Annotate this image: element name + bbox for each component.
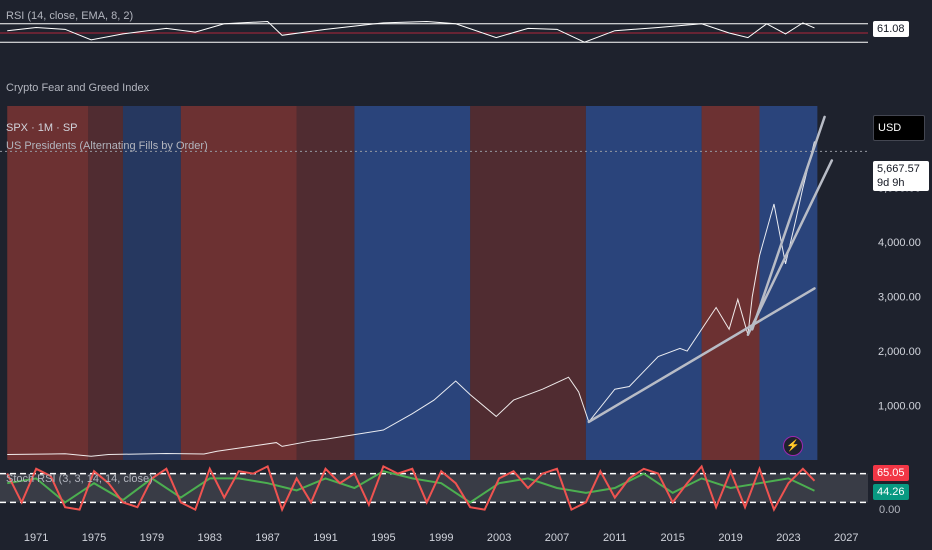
- price-series-line: [7, 141, 815, 457]
- trendline-2: [751, 115, 826, 331]
- price-tick-label: 2,000.00: [878, 346, 921, 358]
- x-tick-label: 2023: [776, 532, 800, 544]
- trendline-0: [587, 287, 816, 424]
- lightning-icon[interactable]: ⚡: [783, 436, 803, 456]
- x-tick-label: 1999: [429, 532, 453, 544]
- price-tick-label: 4,000.00: [878, 237, 921, 249]
- president-band-6: [470, 106, 586, 460]
- stoch-k-line: [6, 464, 816, 513]
- last-price-tag: 5,667.57 9d 9h: [873, 161, 929, 191]
- rsi-value-tag: 61.08: [873, 21, 909, 37]
- x-tick-label: 1995: [371, 532, 395, 544]
- x-tick-label: 1987: [255, 532, 279, 544]
- rsi-series-line: [7, 20, 815, 43]
- x-tick-label: 1983: [198, 532, 222, 544]
- rsi-label: RSI (14, close, EMA, 8, 2): [6, 10, 134, 22]
- price-tick-label: 1,000.00: [878, 401, 921, 413]
- last-price-value: 5,667.57: [877, 163, 920, 175]
- stoch-rsi-label: Stoch RSI (3, 3, 14, 14, close): [6, 473, 153, 485]
- currency-button[interactable]: USD: [873, 115, 925, 141]
- president-band-1: [88, 106, 123, 460]
- x-tick-label: 2003: [487, 532, 511, 544]
- x-tick-label: 1971: [24, 532, 48, 544]
- stoch-k-tag: 65.05: [873, 465, 909, 481]
- president-band-4: [296, 106, 355, 460]
- president-band-2: [122, 106, 181, 460]
- x-tick-label: 1975: [82, 532, 106, 544]
- countdown-value: 9d 9h: [877, 177, 905, 189]
- fear-greed-label: Crypto Fear and Greed Index: [6, 82, 150, 94]
- president-band-7: [585, 106, 702, 460]
- symbol-label[interactable]: SPX · 1M · SP: [6, 122, 78, 134]
- price-tick-label: 3,000.00: [878, 292, 921, 304]
- president-band-3: [180, 106, 297, 460]
- x-tick-label: 1991: [313, 532, 337, 544]
- overlay-indicator-label[interactable]: US Presidents (Alternating Fills by Orde…: [6, 140, 208, 152]
- stoch-d-tag: 44.26: [873, 484, 909, 500]
- x-tick-label: 2015: [660, 532, 684, 544]
- president-band-5: [354, 106, 471, 460]
- president-band-8: [701, 106, 760, 460]
- trendline-1: [746, 159, 834, 336]
- x-tick-label: 2019: [718, 532, 742, 544]
- x-tick-label: 2007: [545, 532, 569, 544]
- stoch-zero-tick: 0.00: [879, 504, 901, 516]
- x-tick-label: 2027: [834, 532, 858, 544]
- x-tick-label: 1979: [140, 532, 164, 544]
- president-band-0: [7, 106, 89, 460]
- x-tick-label: 2011: [603, 532, 627, 544]
